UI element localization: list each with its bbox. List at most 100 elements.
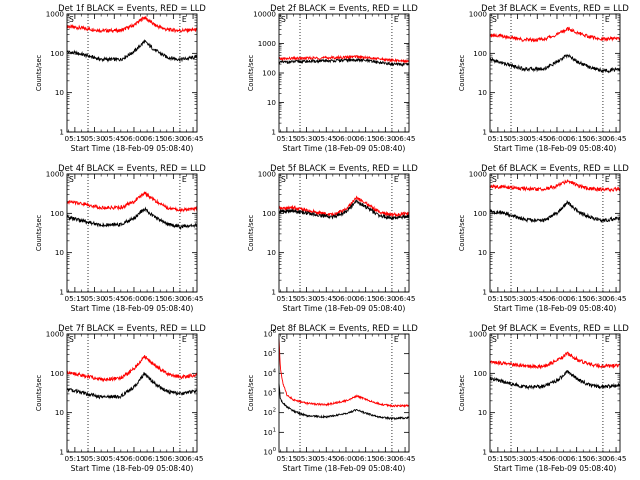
- marker-label-E: E: [394, 335, 399, 344]
- panel-title: Det 3f BLACK = Events, RED = LLD: [481, 3, 629, 13]
- marker-label-E: E: [394, 15, 399, 24]
- x-tick-label: 06:30: [163, 454, 184, 463]
- x-tick-label: 06:45: [183, 134, 204, 143]
- y-tick-label: 10: [267, 98, 277, 107]
- y-tick-label: 10000: [253, 10, 276, 19]
- y-tick-label: 100: [263, 447, 276, 457]
- chart-panel-3: Det 3f BLACK = Events, RED = LLD Counts/s…: [458, 3, 629, 153]
- plot-frame: [278, 173, 410, 293]
- lld-rate-line: [278, 338, 410, 408]
- x-tick-label: 06:00: [547, 454, 568, 463]
- plot-frame: [278, 333, 410, 453]
- y-tick-label: 100: [50, 209, 64, 218]
- marker-label-E: E: [182, 15, 187, 24]
- y-tick-label: 10: [55, 248, 65, 257]
- lld-rate-line: [66, 15, 198, 34]
- x-tick-label: 05:45: [316, 134, 337, 143]
- y-tick-label: 1000: [46, 330, 65, 339]
- x-tick-label: 06:00: [336, 134, 357, 143]
- x-tick-label: 06:45: [606, 294, 627, 303]
- lld-rate-line: [66, 191, 198, 214]
- x-tick-label: 05:15: [277, 134, 298, 143]
- y-tick-label: 10: [267, 248, 277, 257]
- y-tick-label: 101: [263, 427, 276, 437]
- chart-panel-9: Det 9f BLACK = Events, RED = LLD Counts/s…: [458, 323, 629, 473]
- lld-rate-line: [489, 26, 621, 43]
- y-tick-label: 100: [50, 49, 64, 58]
- x-tick-label: 06:45: [395, 134, 416, 143]
- x-tick-label: 05:45: [316, 454, 337, 463]
- lld-rate-line: [66, 355, 198, 383]
- chart-panel-7: Det 7f BLACK = Events, RED = LLD Counts/s…: [35, 323, 206, 473]
- y-axis-label: Counts/sec: [35, 214, 43, 251]
- x-tick-label: 05:45: [316, 294, 337, 303]
- x-tick-label: 06:45: [183, 294, 204, 303]
- x-tick-label: 06:00: [336, 454, 357, 463]
- y-tick-label: 1000: [469, 10, 488, 19]
- plot-frame: [278, 13, 410, 133]
- x-tick-label: 05:15: [488, 134, 509, 143]
- panel-title: Det 4f BLACK = Events, RED = LLD: [58, 163, 206, 173]
- marker-label-E: E: [394, 175, 399, 184]
- marker-label-S: S: [281, 175, 286, 184]
- x-tick-label: 06:00: [547, 294, 568, 303]
- y-tick-label: 100: [473, 49, 487, 58]
- y-tick-label: 103: [263, 388, 276, 398]
- x-tick-label: 05:15: [488, 294, 509, 303]
- x-tick-label: 06:45: [606, 134, 627, 143]
- x-tick-label: 06:30: [375, 454, 396, 463]
- chart-panel-1: Det 1f BLACK = Events, RED = LLD Counts/s…: [35, 3, 206, 153]
- events-rate-line: [278, 199, 410, 221]
- y-tick-label: 10: [478, 88, 488, 97]
- y-tick-label: 1000: [469, 170, 488, 179]
- x-tick-label: 06:15: [143, 454, 164, 463]
- y-tick-label: 1: [59, 448, 64, 457]
- x-tick-label: 05:30: [84, 454, 105, 463]
- marker-label-E: E: [605, 15, 610, 24]
- y-axis-label: Counts/sec: [247, 374, 255, 411]
- y-tick-label: 1000: [46, 170, 65, 179]
- events-rate-line: [489, 370, 621, 391]
- y-tick-label: 104: [263, 368, 276, 378]
- y-tick-label: 1000: [469, 330, 488, 339]
- panel-title: Det 8f BLACK = Events, RED = LLD: [270, 323, 418, 333]
- x-tick-label: 05:30: [84, 294, 105, 303]
- x-tick-label: 06:30: [375, 134, 396, 143]
- x-tick-label: 05:30: [296, 134, 317, 143]
- x-tick-label: 06:30: [586, 134, 607, 143]
- x-tick-label: 05:30: [507, 294, 528, 303]
- plot-frame: [489, 173, 621, 293]
- y-axis-label: Counts/sec: [458, 374, 466, 411]
- y-tick-label: 1: [482, 128, 487, 137]
- y-axis-label: Counts/sec: [35, 54, 43, 91]
- y-tick-label: 1: [482, 448, 487, 457]
- x-tick-label: 05:15: [65, 294, 86, 303]
- y-tick-label: 1: [59, 128, 64, 137]
- events-rate-line: [278, 383, 410, 421]
- x-tick-label: 06:45: [183, 454, 204, 463]
- y-tick-label: 1000: [258, 170, 277, 179]
- plot-frame: [66, 333, 198, 453]
- x-tick-label: 06:00: [124, 454, 145, 463]
- x-tick-label: 06:45: [395, 294, 416, 303]
- marker-label-E: E: [605, 335, 610, 344]
- x-tick-label: 05:15: [488, 454, 509, 463]
- plot-frame: [489, 13, 621, 133]
- y-tick-label: 100: [473, 209, 487, 218]
- x-tick-label: 05:15: [277, 294, 298, 303]
- x-tick-label: 06:30: [586, 294, 607, 303]
- x-tick-label: 06:15: [566, 294, 587, 303]
- x-tick-label: 05:30: [507, 454, 528, 463]
- y-tick-label: 10: [478, 248, 488, 257]
- panel-title: Det 9f BLACK = Events, RED = LLD: [481, 323, 629, 333]
- marker-label-S: S: [69, 175, 74, 184]
- x-tick-label: 06:00: [336, 294, 357, 303]
- marker-label-E: E: [605, 175, 610, 184]
- x-axis-label: Start Time (18-Feb-09 05:08:40): [283, 464, 406, 473]
- y-tick-label: 1: [271, 128, 276, 137]
- x-tick-label: 06:30: [163, 134, 184, 143]
- x-tick-label: 06:15: [355, 294, 376, 303]
- x-tick-label: 05:30: [507, 134, 528, 143]
- marker-label-S: S: [281, 335, 286, 344]
